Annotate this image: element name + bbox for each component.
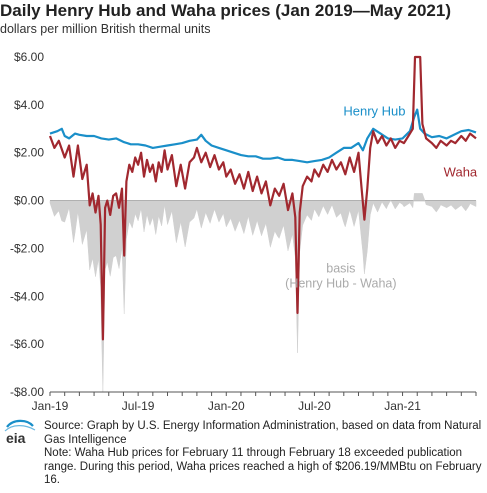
publication-note: Note: Waha Hub prices for February 11 th… xyxy=(44,447,482,486)
series-labels: Henry Hub Waha basis(Henry Hub - Waha) xyxy=(285,104,478,291)
basis-label-formula: (Henry Hub - Waha) xyxy=(285,276,396,290)
chart-canvas: $6.00 $4.00 $2.00 $0.00 -$2.00 -$4.00 -$6.00 -$… xyxy=(10,50,478,413)
y-tick-label: $2.00 xyxy=(14,146,44,160)
waha-label: Waha xyxy=(444,165,478,180)
footer: Source: Graph by U.S. Energy Information… xyxy=(44,420,484,488)
eia-logo-text: eia xyxy=(6,430,26,446)
basis-label: basis xyxy=(326,261,355,275)
henry-hub-label: Henry Hub xyxy=(343,104,405,119)
series-lines xyxy=(48,55,477,341)
y-tick-label: -$4.00 xyxy=(10,289,44,303)
waha-line xyxy=(48,55,477,341)
y-tick-label: $4.00 xyxy=(14,98,44,112)
basis-area-group xyxy=(49,193,477,393)
y-tick-label: -$6.00 xyxy=(10,337,44,351)
y-tick-label: $0.00 xyxy=(14,194,44,208)
x-tick-label: Jul-19 xyxy=(122,399,155,413)
source-note: Source: Graph by U.S. Energy Information… xyxy=(44,420,482,446)
chart-title: Daily Henry Hub and Waha prices (Jan 201… xyxy=(0,1,451,20)
y-tick-label: -$2.00 xyxy=(10,241,44,255)
chart-subtitle: dollars per million British thermal unit… xyxy=(0,22,211,36)
y-tick-label: $6.00 xyxy=(14,50,44,64)
y-axis: $6.00 $4.00 $2.00 $0.00 -$2.00 -$4.00 -$6.00 -$… xyxy=(10,50,44,399)
x-tick-label: Jan-20 xyxy=(208,399,245,413)
x-axis: Jan-19 Jul-19 Jan-20 Jul-20 Jan-21 xyxy=(32,391,477,413)
x-tick-label: Jul-20 xyxy=(298,399,331,413)
henry-hub-line xyxy=(49,108,477,164)
y-tick-label: -$8.00 xyxy=(10,385,44,399)
x-tick-label: Jan-19 xyxy=(32,399,69,413)
basis-area xyxy=(49,193,477,393)
eia-logo: eia xyxy=(4,419,36,446)
x-tick-label: Jan-21 xyxy=(384,399,421,413)
